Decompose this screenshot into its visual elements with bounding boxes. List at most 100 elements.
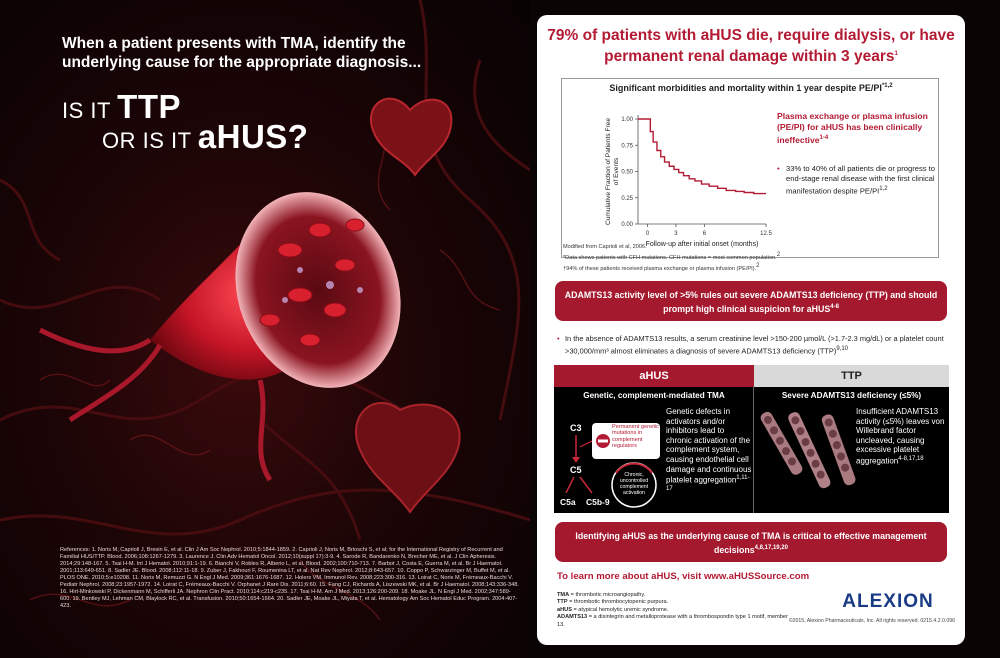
regulator-box-label: Permanent genetic mutations in complemen… [612,424,659,450]
x-tick-label: 3 [674,231,678,237]
y-axis-label-line: of Events [613,157,620,185]
footnote-1-sup: 2 [776,252,781,258]
graph-footnotes: Modified from Caprioli et al, 2006. *Dat… [563,243,943,273]
heart-small-icon [369,97,453,177]
ttp-description: Insufficient ADAMTS13 activity (≤5%) lea… [856,407,948,466]
footnote-1-text: *Data shows patients with CFH mutations.… [563,254,777,261]
survival-graph-box: Significant morbidities and mortality wi… [561,78,939,258]
ahus-header: aHUS [554,365,754,387]
c5-to-c5b9-arrow [579,476,593,494]
ahus-description-text: Genetic defects in activators and/or inh… [666,407,752,485]
learn-more-link[interactable]: To learn more about aHUS, visit www.aHUS… [557,571,810,582]
ahus-subheading: Genetic, complement-mediated TMA [583,391,725,400]
graph-heading-sup: *1,2 [881,83,893,89]
graph-heading: Significant morbidities and mortality wi… [562,83,940,93]
pe-pi-note-text: Plasma exchange or plasma infusion (PE/P… [777,111,928,145]
definitions: TMA = thrombotic microangiopathy. TTP = … [557,592,797,629]
x-tick-label: 0 [646,231,650,237]
card-title-sup: 1 [894,51,898,57]
definition-text: = thrombotic microangiopathy. [569,592,646,598]
pe-pi-bullet: 33% to 40% of all patients die or progre… [777,164,935,197]
complement-diagram: C3 C5 C5a C5b-9 Permanent genetic mutati… [560,411,856,508]
is-it-label: IS IT [62,98,118,123]
pe-pi-note-sup: 1-4 [819,135,829,141]
copyright: ©2015, Alexion Pharmaceuticals, Inc. All… [788,618,955,624]
artwork-panel: When a patient presents with TMA, identi… [0,0,530,658]
references: References: 1. Noris M, Caprioli J, Bres… [60,547,519,609]
definition-term: TMA [557,592,570,598]
definition-item: TTP = thrombotic thrombocytopenic purpur… [557,599,797,606]
definition-item: ADAMTS13 = a disintegrin and metalloprot… [557,614,797,629]
definition-text: = a disintegrin and metalloprotease with… [557,614,788,628]
ahus-label: aHUS? [197,118,309,155]
headline: When a patient presents with TMA, identi… [62,35,422,71]
management-banner-sup: 4,8,17,19,20 [754,545,788,551]
panel-divider [753,387,754,513]
ttp-subheading: Severe ADAMTS13 deficiency (≤5%) [781,391,922,400]
graph-heading-text: Significant morbidities and mortality wi… [609,83,882,93]
footnote-2-sup: 2 [756,262,760,269]
cycle-arrow-icon [615,462,653,474]
management-banner: Identifying aHUS as the underlying cause… [555,522,947,562]
no-entry-bar [598,439,608,443]
y-tick-label: 0.50 [621,170,633,176]
c3-label: C3 [570,423,582,433]
vwf-strands-illustration [760,411,856,489]
info-card: 79% of patients with aHUS die, require d… [537,15,965,645]
x-tick-label: 6 [703,231,707,237]
definition-text: = thrombotic thrombocytopenic purpura. [567,599,669,606]
pe-pi-bullet-text: 33% to 40% of all patients die or progre… [786,164,936,196]
or-is-it-ahus-heading: OR IS IT aHUS? [102,118,308,156]
y-tick-label: 1.00 [621,117,633,123]
ttp-description-sup: 4-8,17,18 [898,455,924,462]
ttp-header: TTP [754,365,949,387]
creatinine-bullet-sup: 9,10 [836,346,848,352]
c3-arrowhead-icon [572,457,580,463]
c5a-label: C5a [560,497,576,507]
c5b9-label: C5b-9 [586,497,610,507]
ahus-vs-ttp-panel: aHUS TTP Genetic, complement-mediated TM… [554,365,949,513]
pe-pi-note: Plasma exchange or plasma infusion (PE/P… [777,111,932,146]
regulator-link [579,440,593,448]
y-tick-label: 0.00 [621,222,633,228]
vessel-cross-section [235,192,401,388]
creatinine-bullet: In the absence of ADAMTS13 results, a se… [557,334,952,356]
ahus-description-sup: 1,11-17 [666,475,750,493]
pe-pi-bullet-sup: 1,2 [879,186,888,192]
regulator-box [592,423,660,459]
ttp-label: TTP [117,88,181,125]
definition-item: aHUS = atypical hemolytic uremic syndrom… [557,607,797,614]
adamts13-banner: ADAMTS13 activity level of >5% rules out… [555,281,947,321]
y-axis-label: Cumulative Fraction of Patients Freeof E… [605,118,620,225]
ttp-description-text: Insufficient ADAMTS13 activity (≤5%) lea… [856,407,945,466]
definition-term: TTP [557,599,568,606]
definition-text: = atypical hemolytic uremic syndrome. [571,606,669,613]
card-title-text: 79% of patients with aHUS die, require d… [547,27,955,66]
footnote-modified: Modified from Caprioli et al, 2006. [563,244,647,250]
definition-term: aHUS [557,606,572,613]
y-axis-label-line: Cumulative Fraction of Patients Free [605,118,612,225]
definition-term: ADAMTS13 [557,614,588,621]
adamts13-banner-sup: 4-8 [830,304,839,310]
is-it-ttp-heading: IS IT TTP [62,88,181,126]
card-title: 79% of patients with aHUS die, require d… [537,27,965,66]
footnote-2-text: †94% of these patients received plasma e… [563,265,757,272]
c5-to-c5a-arrow [565,476,575,494]
footnote-2: †94% of these patients received plasma e… [563,262,943,273]
heart-large-icon [354,401,461,514]
management-banner-text: Identifying aHUS as the underlying cause… [575,531,927,555]
chronic-activation-label: Chronic, uncontrolled complement activat… [619,472,649,496]
y-tick-label: 0.25 [621,196,633,202]
creatinine-bullet-text: In the absence of ADAMTS13 results, a se… [565,334,944,356]
c5-label: C5 [570,465,582,475]
x-axis-label: Follow-up after initial onset (months) [646,241,759,248]
blood-vessel-illustration [0,0,530,621]
adamts13-banner-text: ADAMTS13 activity level of >5% rules out… [564,290,938,314]
or-is-it-label: OR IS IT [102,128,198,153]
survival-line [638,118,766,195]
definition-item: TMA = thrombotic microangiopathy. [557,592,797,599]
x-tick-label: 12.5 [760,231,772,237]
ahus-description: Genetic defects in activators and/or inh… [666,407,752,497]
y-tick-label: 0.75 [621,143,633,149]
